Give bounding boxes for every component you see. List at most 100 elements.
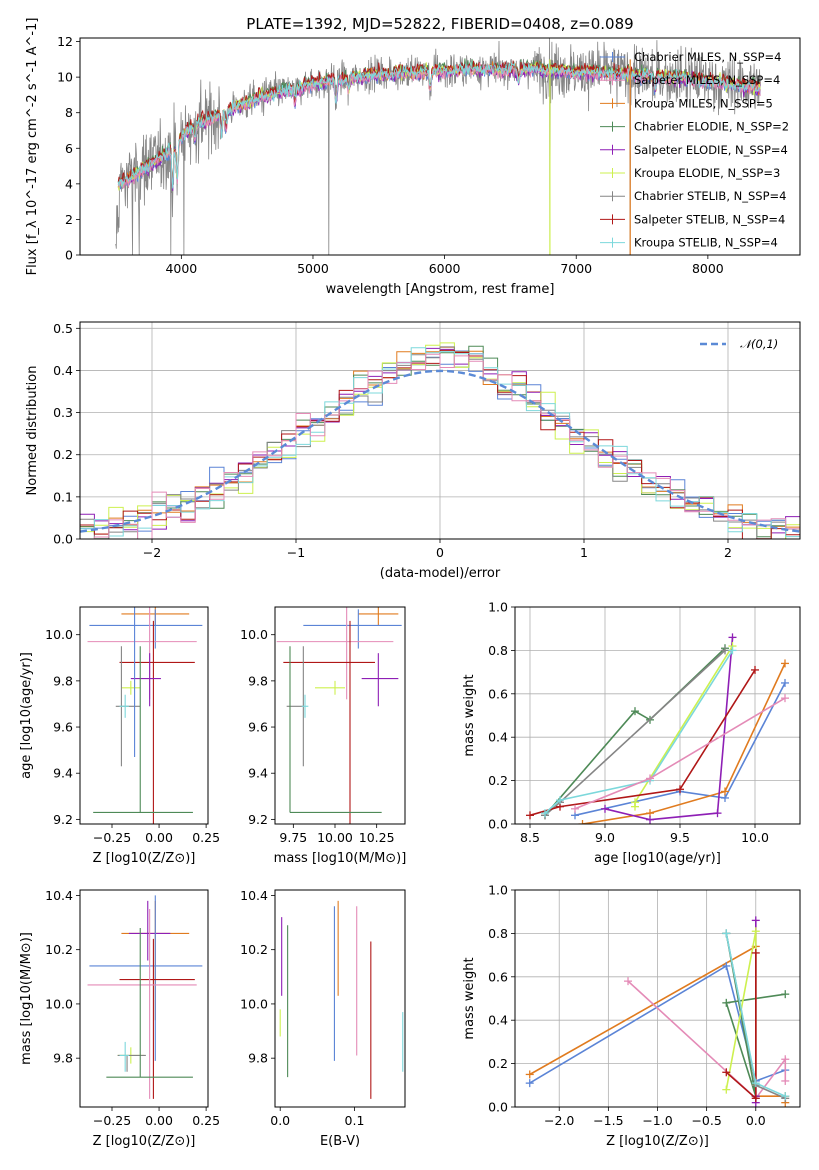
y-axis-label: age [log10(age/yr)]: [19, 652, 34, 779]
weight-vs-age-panel: 8.5 9.0 9.5 10.0 0.0 0.2 0.4 0.6 0.8 1.0 age [log1…: [462, 600, 801, 866]
x-tick-label: 6000: [429, 261, 461, 276]
y-tick-label: 1.0: [488, 600, 508, 615]
y-axis-label: mass weight: [462, 674, 477, 756]
y-tick-label: 6: [65, 141, 73, 156]
age-vs-metallicity-panel: −0.25 0.00 0.25 9.2 9.4 9.6 9.8 10.0 Z [log10(Z/…: [19, 606, 220, 866]
plot-frame: [79, 37, 801, 256]
x-tick-label: 10.00: [317, 830, 353, 845]
x-tick-label: −2: [143, 545, 161, 560]
y-tick-label: 9.6: [248, 720, 268, 735]
errorbar-layer: [276, 607, 402, 824]
legend-label: Kroupa STELIB, N_SSP=4: [634, 236, 778, 250]
y-tick-label: 0.2: [488, 773, 508, 788]
series-line-blue: [529, 964, 786, 1084]
plot-frame: [274, 889, 406, 1108]
y-tick-label: 0.0: [488, 817, 508, 832]
x-axis-label: E(B-V): [320, 1134, 360, 1149]
x-tick-label: 9.5: [670, 830, 690, 845]
x-tick-label: 4000: [165, 261, 197, 276]
plot-frame: [514, 889, 801, 1108]
plot-frame: [514, 606, 801, 825]
legend-label-normal: 𝒩(0,1): [740, 337, 778, 351]
series-line-gray: [544, 649, 726, 816]
y-tick-label: 0.1: [53, 489, 73, 504]
y-axis-label: Normed distribution: [25, 366, 40, 496]
x-axis-label: Z [log10(Z/Z⊙)]: [93, 1134, 196, 1149]
spectrum-panel: 4000 5000 6000 7000 8000 0 2 4 6 8 10 12 wavelength …: [25, 18, 801, 297]
legend-label: Kroupa ELODIE, N_SSP=3: [634, 166, 780, 180]
x-tick-label: 0.25: [192, 830, 220, 845]
mass-vs-metallicity-panel: −0.25 0.00 0.25 9.8 10.0 10.2 10.4 Z [log10(Z/Z…: [19, 888, 220, 1149]
y-tick-label: 9.8: [53, 673, 73, 688]
y-tick-label: 10.4: [45, 888, 73, 903]
y-tick-label: 9.6: [53, 720, 73, 735]
normal-reference-curve: [80, 369, 800, 533]
x-tick-label: −2.0: [544, 1113, 574, 1128]
y-tick-label: 4: [65, 176, 73, 191]
y-tick-label: 0.6: [488, 969, 508, 984]
y-tick-label: 0.8: [488, 926, 508, 941]
y-tick-label: 0.0: [488, 1100, 508, 1115]
y-tick-label: 10.2: [240, 942, 268, 957]
legend-label: Kroupa MILES, N_SSP=5: [634, 96, 773, 110]
series-line-orange: [582, 663, 786, 824]
y-tick-label: 9.8: [248, 673, 268, 688]
x-tick-label: 1: [580, 545, 588, 560]
x-axis-label: (data-model)/error: [380, 566, 501, 581]
spectrum-lines: [115, 38, 761, 255]
x-axis-label: Z [log10(Z/Z⊙)]: [93, 851, 196, 866]
model-spectrum-line-pink: [117, 62, 761, 189]
y-tick-label: 0.4: [488, 730, 508, 745]
y-tick-label: 10.4: [240, 888, 268, 903]
y-tick-label: 9.8: [53, 1051, 73, 1066]
y-tick-label: 0.5: [53, 321, 73, 336]
plot-frame: [79, 321, 801, 540]
x-tick-label: −1.0: [642, 1113, 672, 1128]
x-axis-label: mass [log10(M/M⊙)]: [274, 851, 407, 866]
y-tick-label: 1.0: [488, 883, 508, 898]
x-tick-label: −0.25: [93, 830, 131, 845]
y-tick-label: 0.3: [53, 405, 73, 420]
legend-label: Chabrier MILES, N_SSP=4: [634, 50, 781, 64]
histogram-layer: [80, 342, 800, 539]
y-tick-label: 0.4: [53, 363, 73, 378]
figure-title: PLATE=1392, MJD=52822, FIBERID=0408, z=0…: [246, 15, 633, 33]
residuals-panel: −2 −1 0 1 2 0.0 0.1 0.2 0.3 0.4 0.5 (data-model)/er…: [25, 321, 801, 581]
errorbar-layer: [87, 895, 203, 1099]
legend-label: Salpeter STELIB, N_SSP=4: [634, 212, 785, 226]
y-tick-label: 9.8: [248, 1051, 268, 1066]
series-layer: [525, 916, 790, 1107]
y-tick-label: 0: [65, 248, 73, 263]
y-tick-label: 10.0: [240, 627, 268, 642]
x-axis-label: wavelength [Angstrom, rest frame]: [326, 282, 555, 297]
y-tick-label: 10.0: [240, 996, 268, 1011]
y-tick-label: 9.4: [248, 766, 268, 781]
y-axis-label: Flux [f_λ 10^-17 erg cm^-2 s^-1 A^-1]: [25, 18, 40, 276]
y-tick-label: 0.2: [488, 1056, 508, 1071]
y-tick-label: 0.0: [53, 532, 73, 547]
series-line-blue: [574, 682, 786, 817]
y-tick-label: 0.2: [53, 447, 73, 462]
weight-vs-metallicity-panel: −2.0 −1.5 −1.0 −0.5 0.0 0.0 0.2 0.4 0.6 0.8 1.0 Z […: [462, 883, 801, 1149]
y-tick-label: 0.4: [488, 1013, 508, 1028]
y-tick-label: 12: [57, 34, 73, 49]
x-tick-label: 8.5: [520, 830, 540, 845]
y-tick-label: 10.0: [45, 996, 73, 1011]
x-tick-label: 0.00: [145, 1113, 173, 1128]
series-line-purple: [604, 637, 734, 821]
legend-label: Salpeter ELODIE, N_SSP=4: [634, 143, 788, 157]
x-tick-label: 0.00: [145, 830, 173, 845]
legend-label: Chabrier ELODIE, N_SSP=2: [634, 120, 789, 134]
x-tick-label: 9.0: [595, 830, 615, 845]
x-axis-label: age [log10(age/yr)]: [594, 851, 721, 866]
x-axis-label: Z [log10(Z/Z⊙)]: [606, 1134, 709, 1149]
y-axis-label: mass [log10(M/M⊙)]: [19, 932, 34, 1065]
x-tick-label: 0.0: [746, 1113, 766, 1128]
plot-frame: [79, 889, 209, 1108]
spectrum-legend: Chabrier MILES, N_SSP=4 Salpeter MILES, N…: [600, 50, 789, 250]
errorbar-layer: [87, 607, 203, 824]
y-tick-label: 10: [57, 70, 73, 85]
legend-label: Chabrier STELIB, N_SSP=4: [634, 189, 786, 203]
x-tick-label: 0.25: [192, 1113, 220, 1128]
